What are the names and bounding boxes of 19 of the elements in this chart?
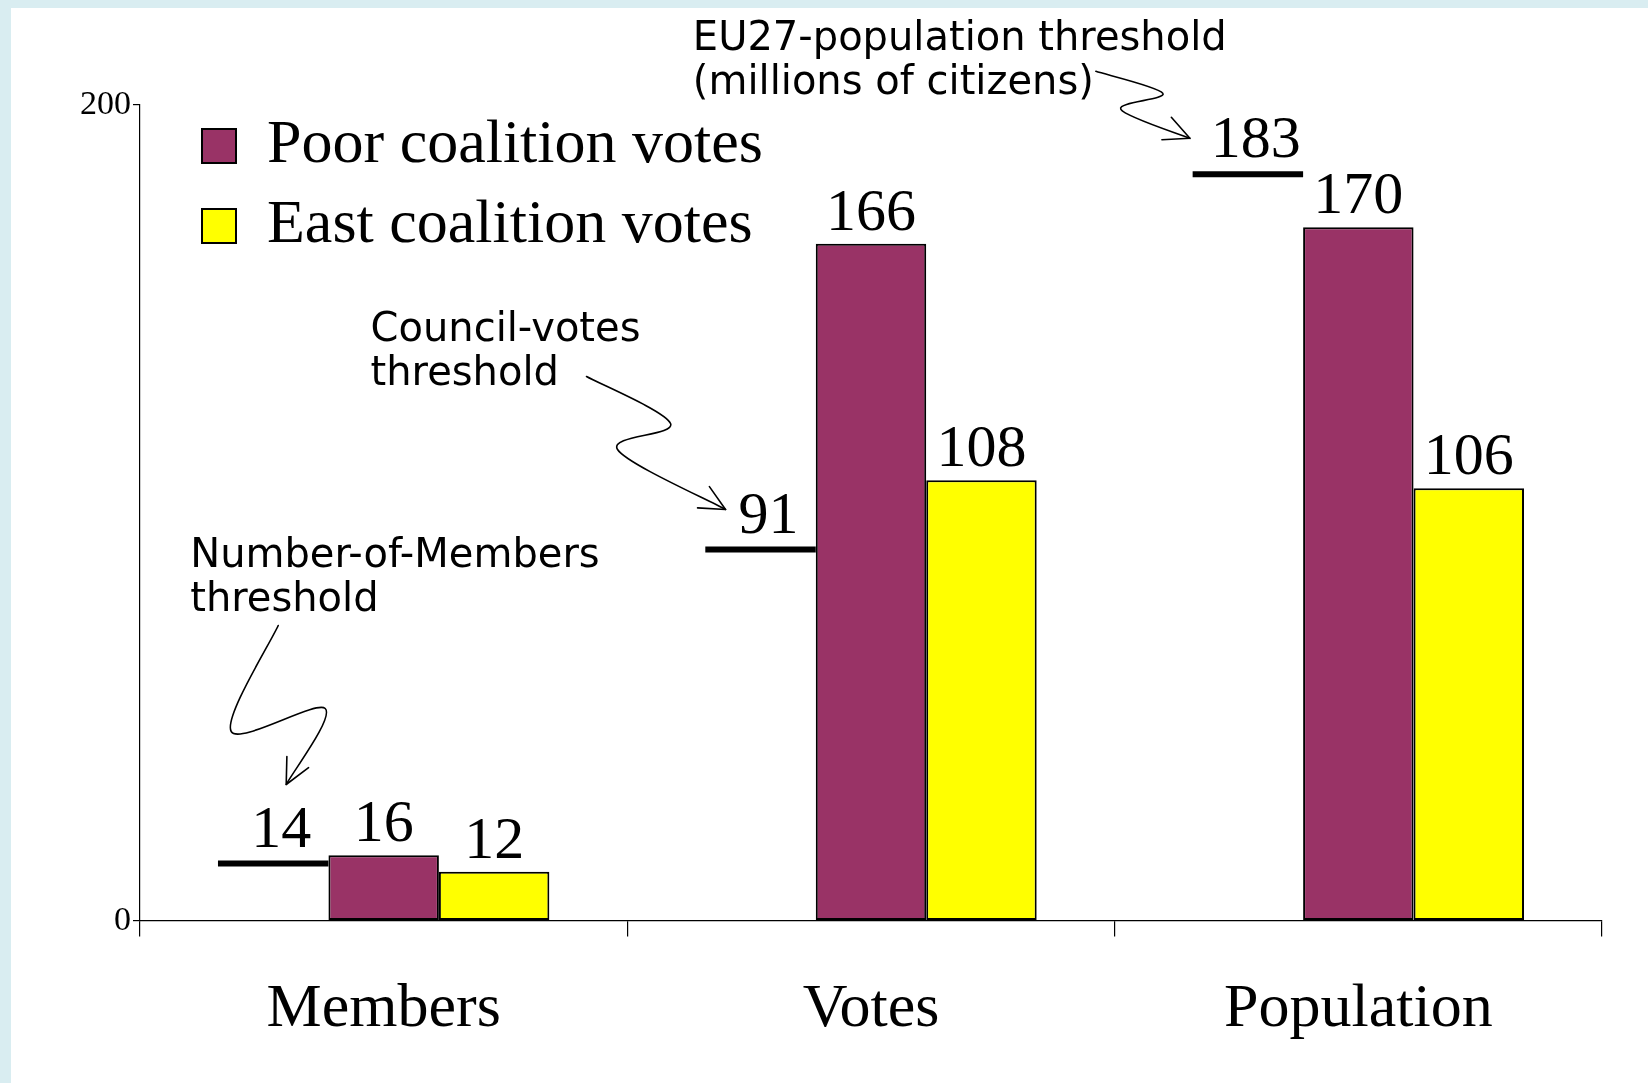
annotation: Number-of-Members threshold	[190, 529, 600, 620]
ref-line-label: 14	[251, 793, 312, 860]
x-tick-label: Votes	[802, 971, 940, 1040]
data-label: 108	[936, 413, 1027, 480]
x-tick-label: Members	[266, 971, 501, 1040]
y-tick-label: 0	[114, 899, 131, 937]
data-label: 170	[1313, 160, 1404, 227]
annotation: Council-votes threshold	[370, 303, 641, 394]
data-label: 16	[353, 788, 414, 855]
legend-label: East coalition votes	[267, 187, 753, 256]
x-tick-label: Population	[1223, 971, 1493, 1040]
ref-line-label: 183	[1210, 104, 1301, 171]
ref-line-label: 91	[738, 479, 799, 546]
legend-label: Poor coalition votes	[267, 107, 763, 176]
y-tick-label: 200	[80, 83, 131, 121]
text: EU27-population threshold (millions of citizens)	[692, 12, 1227, 103]
data-label: 166	[826, 176, 916, 243]
data-label: 12	[464, 804, 525, 871]
data-label: 106	[1423, 421, 1514, 488]
